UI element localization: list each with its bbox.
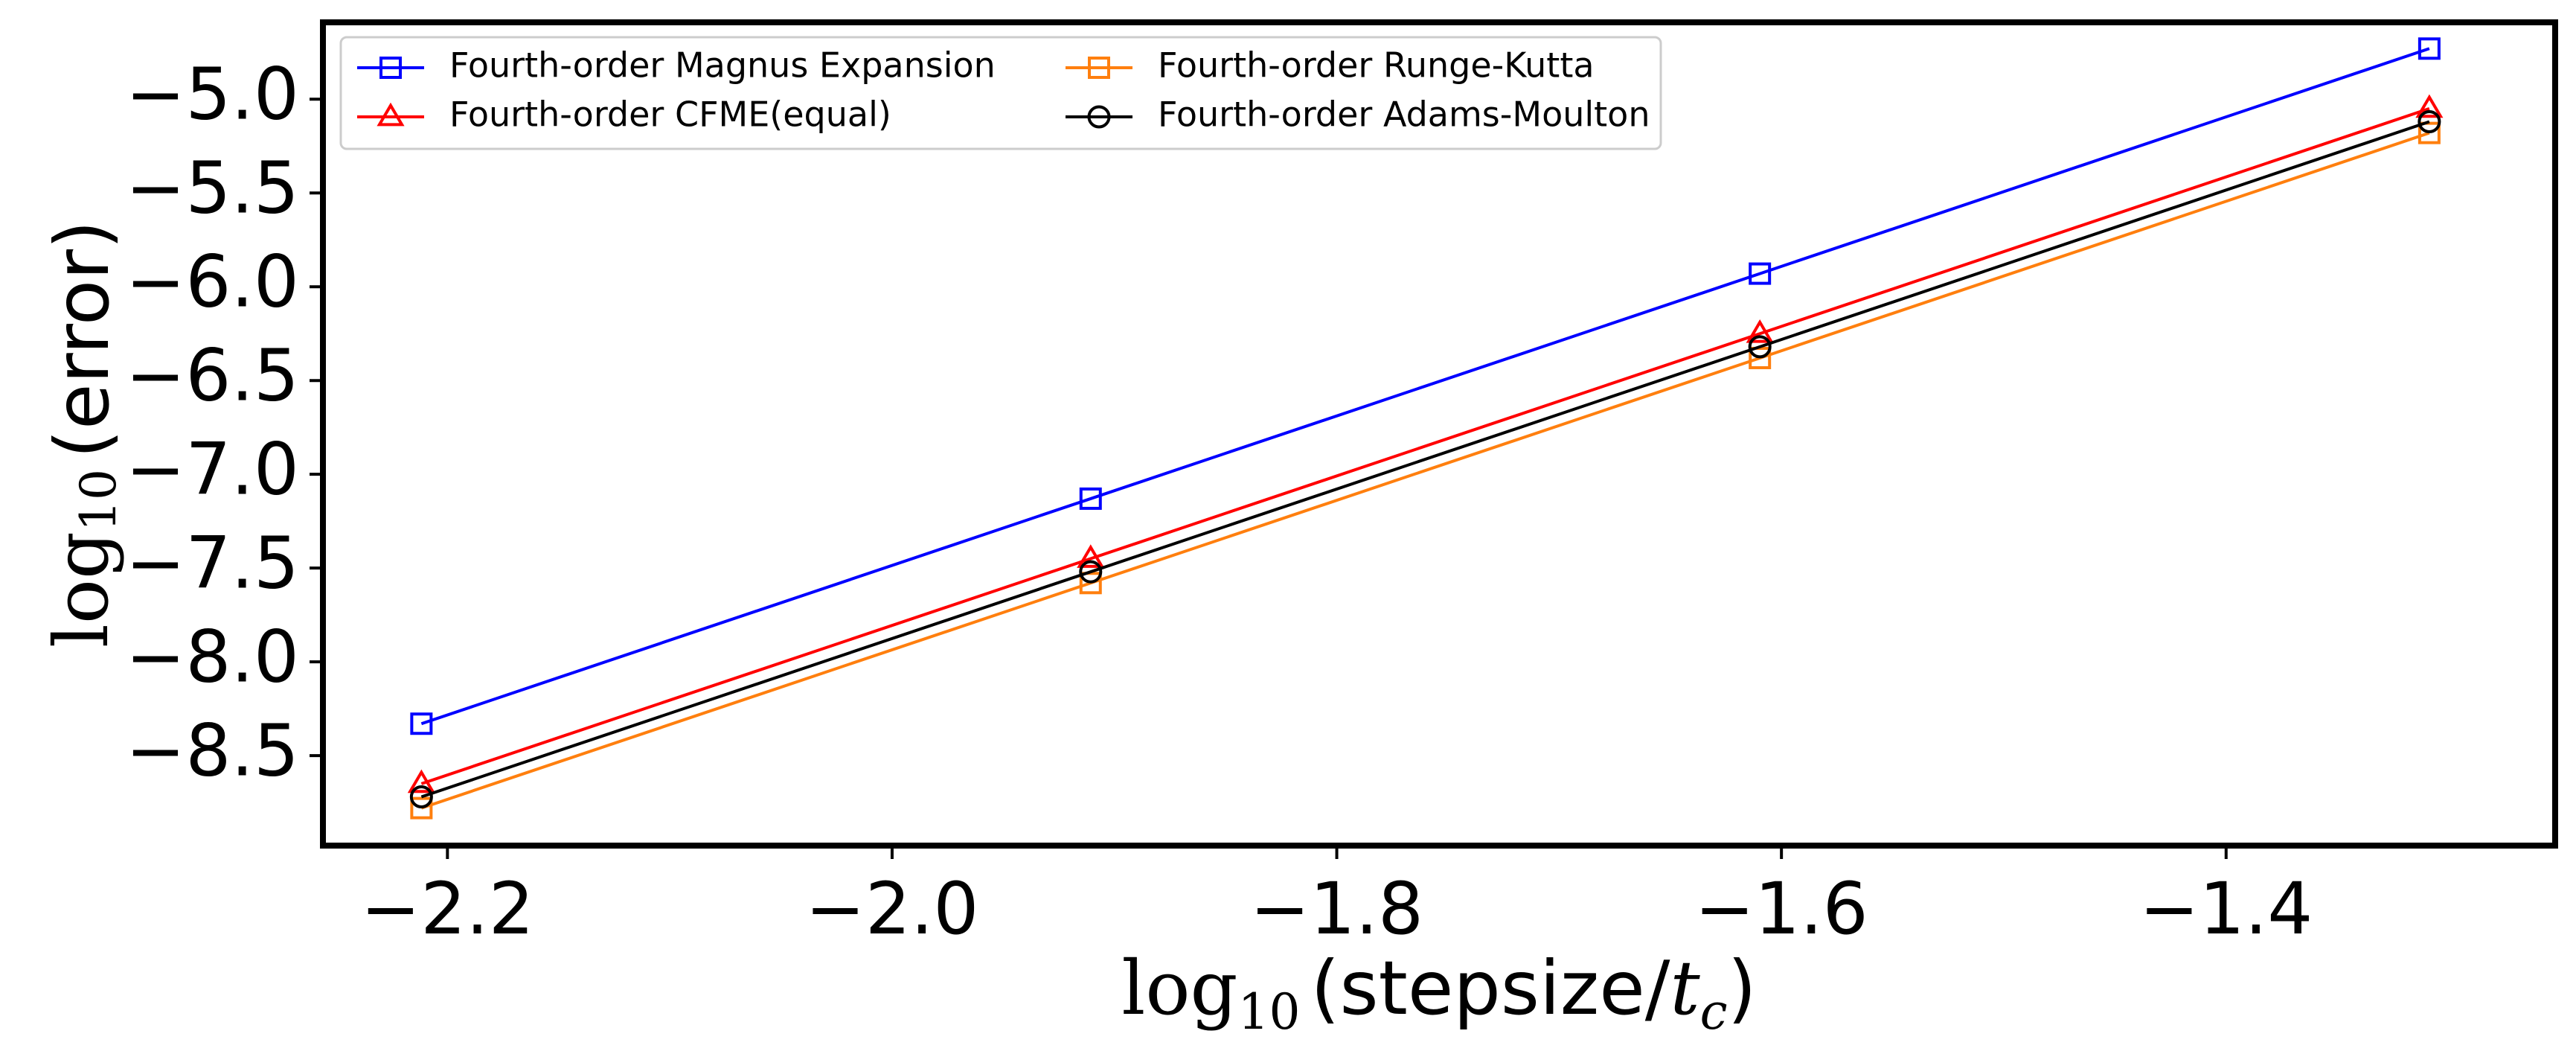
data-point: [410, 796, 433, 820]
data-point: [1079, 572, 1102, 595]
y-tick-label: −5.5: [126, 147, 299, 230]
legend-entry: Fourth-order CFME(equal): [357, 95, 891, 135]
x-label-open: (stepsize/: [1311, 945, 1670, 1032]
legend: Fourth-order Magnus Expansion Fourth-orde…: [339, 36, 1662, 150]
y-tick-label: −6.0: [126, 240, 299, 324]
data-point: [407, 769, 435, 793]
legend-marker: [1088, 57, 1110, 79]
series-fourth-order-magnus-expansion: [410, 37, 2441, 735]
legend-label: Fourth-order CFME(equal): [449, 95, 891, 135]
data-point: [2415, 94, 2444, 118]
series-line: [420, 131, 2430, 810]
y-tick-label: −6.5: [126, 334, 299, 418]
y-label-subscript: 10: [70, 469, 127, 531]
legend-label: Fourth-order Runge-Kutta: [1158, 45, 1595, 86]
legend-entry: Fourth-order Magnus Expansion: [357, 45, 996, 86]
series-line: [420, 47, 2430, 726]
y-tick-label: −7.5: [126, 521, 299, 604]
data-point: [2418, 37, 2441, 60]
plot-background: [323, 22, 2555, 846]
x-label-close: ): [1728, 945, 1757, 1032]
x-tick-label: −1.4: [2139, 867, 2313, 951]
y-axis-label: log10 (error): [38, 220, 127, 648]
legend-entry: Fourth-order Adams-Moulton: [1066, 95, 1650, 135]
x-tick-label: −1.8: [1250, 867, 1423, 951]
y-label-log: log: [38, 531, 125, 648]
y-tick-label: −5.0: [126, 53, 299, 136]
series-line: [420, 106, 2430, 785]
y-tick-label: −8.5: [126, 709, 299, 792]
data-point: [2418, 121, 2441, 144]
data-point: [1079, 560, 1103, 584]
series-fourth-order-runge-kutta: [410, 121, 2441, 820]
data-point: [1748, 335, 1772, 359]
y-tick-label: −7.0: [126, 428, 299, 511]
data-point: [409, 785, 433, 809]
legend-marker: [379, 57, 402, 79]
series-line: [420, 120, 2430, 799]
legend-marker: [1087, 105, 1111, 129]
legend-label: Fourth-order Magnus Expansion: [449, 45, 996, 86]
plot-frame: [320, 19, 2558, 849]
data-point: [1749, 262, 1772, 285]
data-point: [1079, 487, 1102, 510]
data-point: [1077, 544, 1105, 568]
y-axis-ticks: −5.0 −5.5 −6.0 −6.5 −7.0 −7.5 −8.0 −8.5: [126, 53, 323, 792]
x-label-log: log: [1121, 945, 1237, 1032]
x-tick-label: −1.6: [1695, 867, 1868, 951]
legend-marker: [377, 102, 405, 127]
y-tick-label: −8.0: [126, 615, 299, 698]
legend-label: Fourth-order Adams-Moulton: [1158, 95, 1650, 135]
x-label-var: t: [1670, 945, 1700, 1032]
x-label-var-subscript: c: [1700, 983, 1728, 1041]
y-label-text: (error): [39, 220, 126, 459]
legend-box: [339, 36, 1662, 150]
x-axis-ticks: −2.2 −2.0 −1.8 −1.6 −1.4: [361, 846, 2313, 951]
x-tick-label: −2.0: [805, 867, 978, 951]
data-point: [1746, 319, 1774, 343]
data-point: [2418, 110, 2441, 134]
x-tick-label: −2.2: [361, 867, 534, 951]
series-fourth-order-adams-moulton: [409, 110, 2441, 809]
x-axis-label: log10 (stepsize/tc): [1121, 945, 1756, 1041]
series-fourth-order-cfme-equal: [407, 94, 2444, 793]
data-point: [1749, 346, 1772, 369]
data-point: [410, 712, 433, 735]
legend-entry: Fourth-order Runge-Kutta: [1066, 45, 1595, 86]
x-label-subscript: 10: [1238, 983, 1301, 1041]
legend-entries: Fourth-order Magnus Expansion Fourth-orde…: [357, 45, 1650, 135]
series-layer: [407, 37, 2444, 820]
